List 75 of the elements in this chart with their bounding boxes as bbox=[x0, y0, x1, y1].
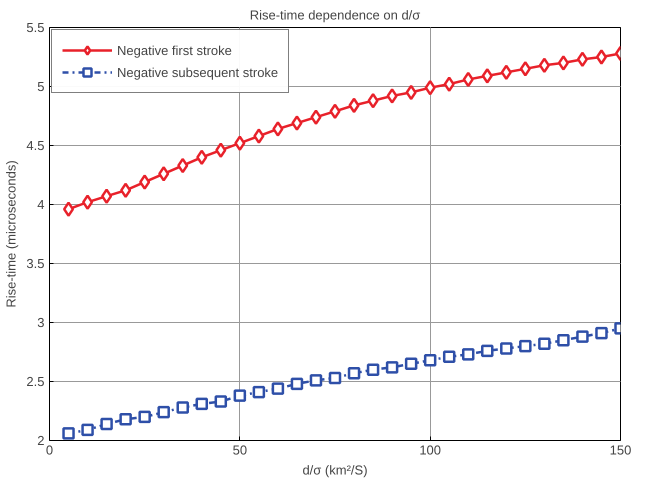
point bbox=[442, 350, 456, 363]
point bbox=[158, 166, 170, 182]
point bbox=[176, 401, 189, 414]
point bbox=[101, 188, 112, 204]
point bbox=[557, 334, 570, 346]
point bbox=[482, 68, 493, 84]
point bbox=[366, 363, 380, 376]
point bbox=[329, 104, 341, 120]
point bbox=[62, 201, 74, 217]
point bbox=[462, 348, 474, 361]
x-tick-label: 50 bbox=[232, 442, 248, 458]
point bbox=[519, 340, 532, 352]
point bbox=[444, 76, 455, 92]
x-tick-label: 100 bbox=[419, 442, 442, 458]
point bbox=[253, 128, 264, 144]
point bbox=[386, 361, 398, 374]
point bbox=[310, 374, 322, 387]
legend-label: Negative subsequent stroke bbox=[117, 64, 278, 80]
point bbox=[120, 182, 132, 198]
point bbox=[538, 337, 551, 350]
y-tick-label: 3 bbox=[37, 315, 45, 330]
point bbox=[538, 58, 550, 74]
point bbox=[424, 354, 436, 367]
point bbox=[82, 194, 94, 210]
point bbox=[386, 88, 398, 104]
point bbox=[81, 424, 94, 436]
point bbox=[272, 382, 284, 395]
point bbox=[157, 406, 170, 418]
point bbox=[234, 135, 246, 151]
point bbox=[500, 342, 513, 355]
point bbox=[558, 55, 569, 71]
y-tick-label: 3.5 bbox=[26, 256, 45, 271]
point bbox=[520, 61, 531, 77]
point bbox=[252, 386, 266, 398]
y-tick-label: 2 bbox=[37, 433, 45, 448]
point bbox=[406, 84, 417, 100]
y-axis-title: Rise-time (microseconds) bbox=[3, 160, 18, 308]
chart-title: Rise-time dependence on d/σ bbox=[250, 8, 420, 22]
x-tick-label: 0 bbox=[46, 442, 54, 458]
point bbox=[348, 366, 360, 380]
x-tick-label: 150 bbox=[610, 442, 632, 458]
x-axis-title: d/σ (km²/S) bbox=[302, 462, 368, 478]
point bbox=[177, 158, 188, 174]
point bbox=[424, 80, 436, 96]
point bbox=[596, 49, 608, 65]
point bbox=[290, 378, 304, 390]
point bbox=[234, 389, 246, 402]
point bbox=[62, 427, 75, 440]
y-tick-label: 2.5 bbox=[26, 374, 45, 389]
point bbox=[462, 72, 474, 88]
point bbox=[576, 52, 588, 68]
point bbox=[481, 344, 494, 358]
point bbox=[215, 142, 226, 158]
point bbox=[348, 98, 360, 114]
y-tick-label: 5 bbox=[37, 79, 45, 94]
y-tick-label: 5.5 bbox=[26, 20, 45, 35]
point bbox=[119, 413, 132, 426]
point bbox=[100, 418, 113, 430]
point bbox=[404, 358, 418, 370]
point bbox=[291, 115, 303, 131]
point bbox=[595, 326, 608, 340]
point bbox=[196, 150, 208, 166]
point bbox=[328, 372, 342, 384]
y-tick-label: 4.5 bbox=[26, 138, 45, 153]
point bbox=[500, 64, 512, 80]
point bbox=[139, 174, 150, 190]
point bbox=[196, 398, 208, 410]
point bbox=[367, 92, 379, 108]
y-tick-label: 4 bbox=[37, 197, 45, 212]
point bbox=[138, 410, 151, 424]
legend-label: Negative first stroke bbox=[117, 42, 232, 58]
point bbox=[272, 121, 284, 137]
point bbox=[214, 395, 228, 408]
point bbox=[576, 330, 589, 343]
point bbox=[310, 109, 322, 125]
